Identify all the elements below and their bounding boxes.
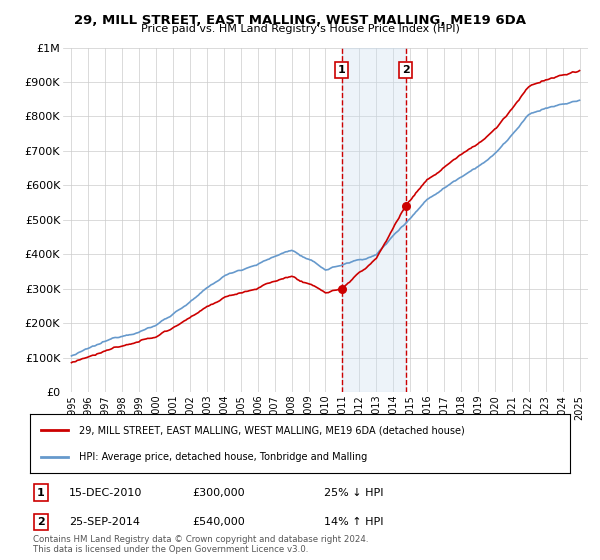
- Bar: [342, 48, 406, 392]
- Text: Price paid vs. HM Land Registry's House Price Index (HPI): Price paid vs. HM Land Registry's House …: [140, 24, 460, 34]
- Text: 14% ↑ HPI: 14% ↑ HPI: [324, 517, 383, 527]
- Text: 15-DEC-2010: 15-DEC-2010: [69, 488, 142, 498]
- Text: £540,000: £540,000: [192, 517, 245, 527]
- Text: 25-SEP-2014: 25-SEP-2014: [69, 517, 140, 527]
- Text: HPI: Average price, detached house, Tonbridge and Malling: HPI: Average price, detached house, Tonb…: [79, 452, 367, 462]
- Text: Contains HM Land Registry data © Crown copyright and database right 2024.: Contains HM Land Registry data © Crown c…: [33, 535, 368, 544]
- Text: 25% ↓ HPI: 25% ↓ HPI: [324, 488, 383, 498]
- Text: This data is licensed under the Open Government Licence v3.0.: This data is licensed under the Open Gov…: [33, 545, 308, 554]
- Text: 1: 1: [37, 488, 44, 498]
- Text: 29, MILL STREET, EAST MALLING, WEST MALLING, ME19 6DA: 29, MILL STREET, EAST MALLING, WEST MALL…: [74, 14, 526, 27]
- Text: 1: 1: [338, 65, 346, 75]
- Text: 2: 2: [402, 65, 409, 75]
- Text: 2: 2: [37, 517, 44, 527]
- Text: 29, MILL STREET, EAST MALLING, WEST MALLING, ME19 6DA (detached house): 29, MILL STREET, EAST MALLING, WEST MALL…: [79, 425, 464, 435]
- Point: [401, 202, 410, 211]
- Point: [337, 284, 347, 293]
- Text: £300,000: £300,000: [192, 488, 245, 498]
